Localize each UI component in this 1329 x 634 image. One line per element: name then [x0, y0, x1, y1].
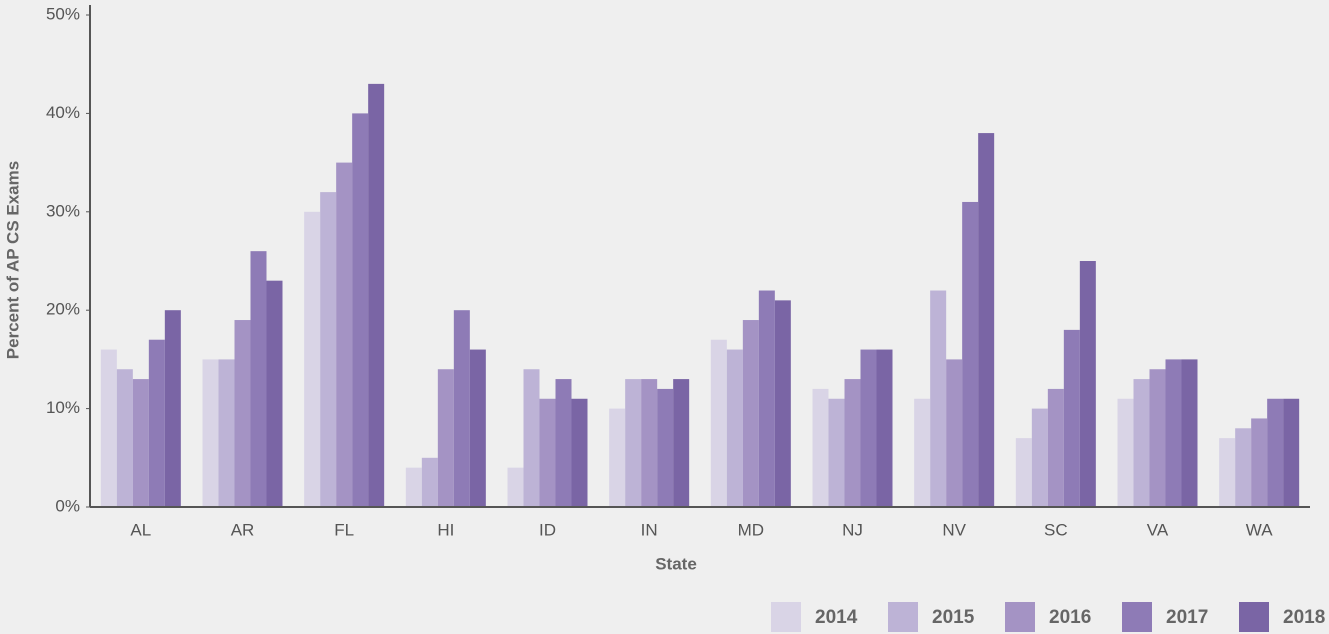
bar — [1015, 438, 1032, 507]
bar — [1079, 261, 1096, 507]
bar — [641, 379, 658, 507]
bar — [930, 290, 947, 507]
legend-label: 2018 — [1283, 607, 1325, 628]
bar — [1267, 398, 1284, 507]
x-tick-label: MD — [738, 520, 764, 539]
bar — [507, 467, 524, 507]
bar — [250, 251, 267, 507]
bar — [1063, 329, 1080, 507]
bar — [469, 349, 486, 507]
x-tick-label: HI — [437, 520, 454, 539]
x-tick-label: SC — [1044, 520, 1068, 539]
bar — [876, 349, 893, 507]
bar — [758, 290, 775, 507]
legend-label: 2016 — [1049, 607, 1091, 628]
legend-swatch — [1239, 602, 1269, 632]
y-tick-label: 10% — [46, 398, 80, 417]
y-tick-label: 50% — [46, 4, 80, 23]
y-tick-label: 20% — [46, 300, 80, 319]
legend-swatch — [1122, 602, 1152, 632]
bar — [1149, 369, 1166, 507]
legend-swatch — [771, 602, 801, 632]
bar — [234, 320, 251, 507]
bar — [1133, 379, 1150, 507]
bar — [726, 349, 743, 507]
bar — [812, 388, 829, 507]
y-tick-label: 40% — [46, 103, 80, 122]
bar — [218, 359, 235, 507]
bar — [539, 398, 556, 507]
bar — [202, 359, 219, 507]
x-tick-label: AL — [130, 520, 151, 539]
bar — [1219, 438, 1236, 507]
bar — [555, 379, 572, 507]
bar — [100, 349, 117, 507]
legend-label: 2017 — [1166, 607, 1208, 628]
x-tick-label: WA — [1246, 520, 1273, 539]
bar — [405, 467, 422, 507]
bar — [336, 162, 353, 507]
bar — [523, 369, 540, 507]
x-tick-label: NV — [942, 520, 966, 539]
x-tick-label: ID — [539, 520, 556, 539]
y-axis-label: Percent of AP CS Exams — [3, 161, 22, 359]
bar — [774, 300, 791, 507]
bar — [1165, 359, 1182, 507]
bar — [1031, 408, 1048, 507]
legend-swatch — [888, 602, 918, 632]
bar — [1251, 418, 1268, 507]
bar — [266, 280, 283, 507]
bar — [860, 349, 877, 507]
bar — [453, 310, 470, 507]
bar — [657, 388, 674, 507]
bar — [421, 457, 438, 507]
bar — [352, 113, 369, 508]
bar — [164, 310, 181, 507]
bar — [962, 201, 979, 507]
bar — [828, 398, 845, 507]
bar — [304, 211, 321, 508]
bar — [978, 133, 995, 507]
bar — [368, 83, 385, 507]
bar — [673, 379, 690, 507]
bar — [914, 398, 931, 507]
legend-swatch — [1005, 602, 1035, 632]
bar — [946, 359, 963, 507]
x-tick-label: NJ — [842, 520, 863, 539]
x-tick-label: VA — [1147, 520, 1169, 539]
bar — [1283, 398, 1300, 507]
bar — [1117, 398, 1134, 507]
x-axis-label: State — [655, 554, 697, 573]
bar — [116, 369, 133, 507]
bar — [1181, 359, 1198, 507]
x-tick-label: FL — [334, 520, 354, 539]
bar — [132, 379, 149, 507]
x-tick-label: AR — [231, 520, 255, 539]
legend-label: 2014 — [815, 607, 858, 628]
bar — [710, 339, 727, 507]
bar — [742, 320, 759, 507]
y-tick-label: 30% — [46, 201, 80, 220]
bar — [148, 339, 165, 507]
bar — [1235, 428, 1252, 507]
bar — [609, 408, 626, 507]
bar — [320, 192, 337, 507]
bar — [437, 369, 454, 507]
bar — [571, 398, 588, 507]
legend-label: 2015 — [932, 607, 975, 628]
x-tick-label: IN — [641, 520, 658, 539]
bar — [1047, 388, 1064, 507]
bar — [844, 379, 861, 507]
bar — [625, 379, 642, 507]
y-tick-label: 0% — [55, 496, 80, 515]
